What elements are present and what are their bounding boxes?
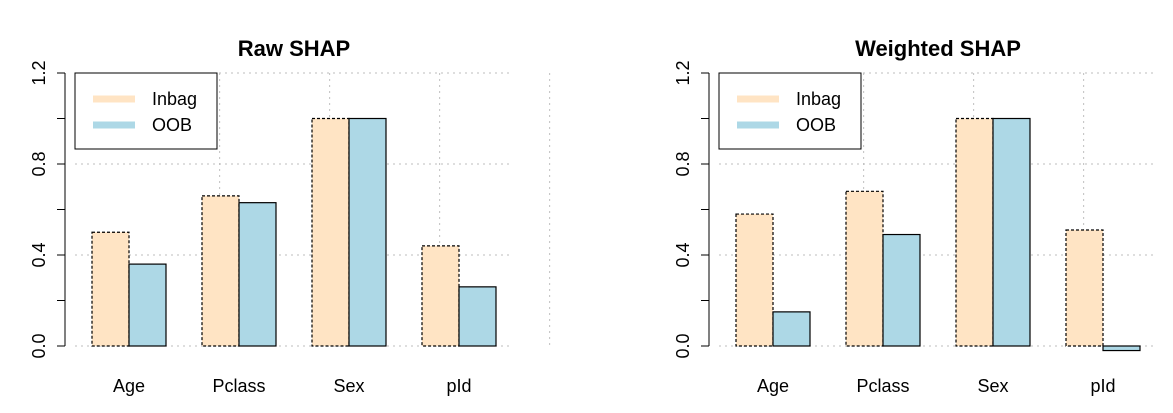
bar-oob-pclass [238, 202, 277, 347]
bar-inbag-sex [311, 117, 350, 347]
bar-inbag-pid [421, 245, 460, 347]
x-category-label: pId [1090, 376, 1115, 396]
bar-inbag-age [735, 213, 774, 347]
bar-oob-sex [992, 117, 1031, 347]
legend-box [74, 72, 218, 150]
y-tick-label: 0.8 [29, 151, 49, 176]
y-tick-label: 0.0 [673, 333, 693, 358]
bar-oob-pid [1102, 345, 1141, 352]
legend: Inbag OOB [74, 72, 218, 150]
x-category-label: Pclass [856, 376, 909, 396]
legend-box [718, 72, 862, 150]
legend-label-inbag: Inbag [796, 89, 841, 109]
chart-panel-1: Raw SHAP 0.0 0.4 0.8 1.2 Age Pclass Sex pId Inbag… [29, 36, 551, 396]
x-category-label: pId [446, 376, 471, 396]
x-category-label: Age [113, 376, 145, 396]
chart-panel-2: Weighted SHAP 0.0 0.4 0.8 1.2 Age Pclass Sex pId… [673, 36, 1156, 396]
y-tick-label: 1.2 [673, 60, 693, 85]
x-category-label: Sex [333, 376, 364, 396]
bar-oob-age [128, 263, 167, 347]
x-category-label: Sex [977, 376, 1008, 396]
bar-oob-sex [348, 117, 387, 347]
bar-inbag-pclass [201, 195, 240, 347]
x-category-label: Pclass [212, 376, 265, 396]
bar-inbag-age [91, 231, 130, 347]
bar-inbag-sex [955, 117, 994, 347]
chart-title: Raw SHAP [238, 36, 350, 61]
y-tick-label: 0.4 [29, 242, 49, 267]
legend-label-oob: OOB [796, 115, 836, 135]
y-tick-label: 0.8 [673, 151, 693, 176]
bar-inbag-pid [1065, 229, 1104, 347]
legend-label-inbag: Inbag [152, 89, 197, 109]
y-tick-label: 0.0 [29, 333, 49, 358]
legend-label-oob: OOB [152, 115, 192, 135]
bar-oob-age [772, 311, 811, 347]
y-tick-label: 0.4 [673, 242, 693, 267]
bar-inbag-pclass [845, 190, 884, 347]
x-category-label: Age [757, 376, 789, 396]
bar-oob-pid [458, 286, 497, 347]
y-tick-label: 1.2 [29, 60, 49, 85]
bar-oob-pclass [882, 233, 921, 347]
legend: Inbag OOB [718, 72, 862, 150]
chart-title: Weighted SHAP [855, 36, 1021, 61]
